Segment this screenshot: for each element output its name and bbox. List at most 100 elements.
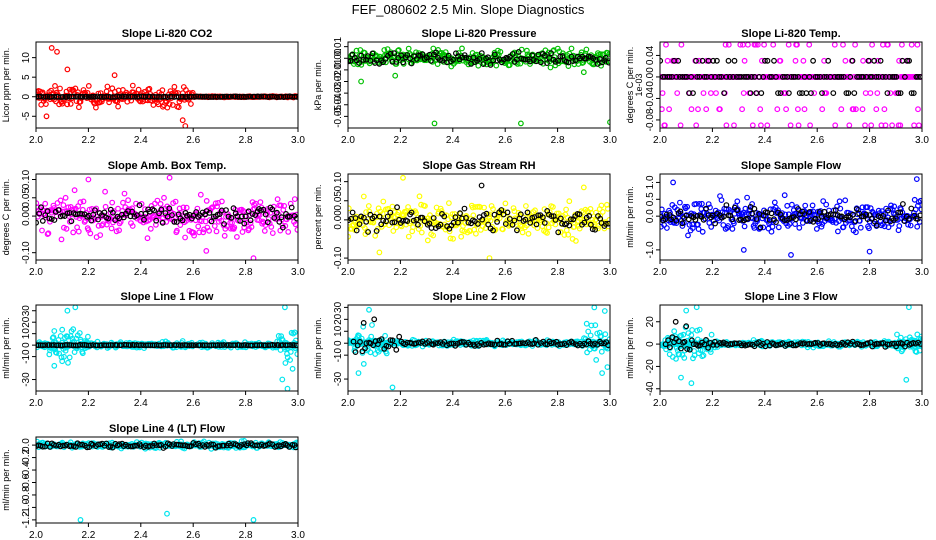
data-point bbox=[80, 198, 87, 205]
data-point bbox=[873, 222, 880, 229]
data-point bbox=[674, 90, 681, 96]
data-point bbox=[135, 86, 142, 93]
data-point bbox=[896, 57, 902, 64]
y-tick-label: -0.04 bbox=[645, 87, 656, 110]
y-tick-label: -0.8 bbox=[21, 486, 32, 504]
data-point bbox=[90, 211, 97, 218]
data-point bbox=[352, 349, 359, 356]
data-point bbox=[142, 210, 149, 217]
data-point bbox=[475, 62, 482, 69]
data-point bbox=[208, 441, 215, 448]
data-point bbox=[92, 104, 99, 111]
x-tick-label: 2.8 bbox=[239, 530, 253, 540]
x-tick-label: 2.4 bbox=[134, 398, 148, 409]
y-tick-label: 10 bbox=[333, 325, 344, 337]
data-point bbox=[862, 90, 869, 96]
data-point bbox=[595, 225, 601, 232]
data-point bbox=[670, 179, 676, 186]
data-point bbox=[109, 85, 116, 92]
panel-title: Slope Li-820 Pressure bbox=[422, 28, 537, 40]
y-tick-label: 0.04 bbox=[645, 45, 656, 65]
data-point bbox=[39, 217, 46, 224]
data-point bbox=[689, 225, 696, 232]
data-point bbox=[723, 122, 730, 128]
data-point bbox=[695, 106, 701, 113]
data-point bbox=[109, 444, 116, 451]
data-point bbox=[664, 57, 671, 64]
data-point bbox=[445, 52, 452, 59]
panel-title: Slope Gas Stream RH bbox=[422, 160, 535, 172]
y-axis-label: ml/min per min. bbox=[1, 449, 11, 511]
data-point bbox=[53, 349, 60, 356]
data-point bbox=[607, 119, 610, 126]
data-point bbox=[261, 227, 268, 234]
data-point bbox=[683, 323, 690, 330]
data-point bbox=[405, 204, 412, 210]
data-point bbox=[729, 216, 736, 223]
x-tick-label: 2.4 bbox=[446, 398, 460, 409]
data-point bbox=[289, 365, 296, 372]
data-point bbox=[864, 204, 871, 211]
data-point bbox=[568, 45, 575, 52]
data-point bbox=[415, 221, 421, 228]
data-point bbox=[906, 57, 912, 64]
data-point bbox=[463, 54, 470, 61]
data-point bbox=[758, 122, 764, 128]
x-tick-label: 2.6 bbox=[810, 398, 824, 409]
data-point bbox=[524, 209, 531, 216]
x-tick-label: 2.6 bbox=[498, 398, 512, 409]
data-point bbox=[428, 57, 434, 64]
data-point bbox=[686, 346, 693, 353]
data-point bbox=[812, 339, 819, 346]
data-point bbox=[63, 225, 70, 232]
data-point bbox=[567, 216, 574, 223]
x-tick-label: 2.0 bbox=[29, 530, 43, 540]
data-point bbox=[908, 42, 915, 48]
data-point bbox=[398, 223, 405, 230]
data-point bbox=[548, 340, 555, 347]
data-point bbox=[233, 233, 240, 240]
data-point bbox=[426, 220, 433, 227]
data-point bbox=[887, 90, 894, 96]
x-tick-label: 2.2 bbox=[705, 267, 719, 278]
data-point bbox=[57, 85, 63, 92]
y-tick-label: 20 bbox=[333, 313, 344, 325]
data-point bbox=[818, 213, 825, 220]
data-point bbox=[770, 42, 777, 48]
data-point bbox=[348, 205, 352, 212]
data-point bbox=[220, 442, 227, 449]
y-tick-label: -0.10 bbox=[21, 241, 32, 264]
data-point bbox=[447, 235, 454, 242]
y-tick-label: 0.00 bbox=[21, 206, 32, 226]
data-point bbox=[895, 209, 901, 216]
data-point bbox=[51, 328, 58, 334]
data-point bbox=[585, 328, 592, 335]
data-point bbox=[373, 228, 380, 234]
data-point bbox=[225, 93, 232, 100]
data-point bbox=[857, 224, 864, 231]
data-point bbox=[914, 42, 921, 48]
data-point bbox=[703, 205, 709, 212]
data-point bbox=[673, 217, 680, 224]
data-point bbox=[740, 90, 747, 96]
panel-title: Slope Line 2 Flow bbox=[433, 291, 526, 303]
data-point bbox=[355, 370, 362, 377]
data-point bbox=[260, 206, 267, 213]
data-point bbox=[279, 376, 286, 383]
data-point bbox=[604, 364, 610, 370]
data-point bbox=[542, 341, 549, 348]
data-point bbox=[465, 219, 472, 226]
data-point bbox=[583, 46, 590, 53]
data-point bbox=[43, 101, 49, 107]
data-point bbox=[214, 342, 221, 348]
panel-title: Slope Amb. Box Temp. bbox=[108, 160, 227, 172]
data-point bbox=[688, 380, 695, 387]
data-point bbox=[672, 318, 679, 325]
data-point bbox=[801, 340, 807, 347]
data-point bbox=[517, 211, 524, 218]
data-point bbox=[450, 56, 457, 63]
data-point bbox=[533, 221, 540, 228]
x-tick-label: 3.0 bbox=[291, 398, 305, 409]
